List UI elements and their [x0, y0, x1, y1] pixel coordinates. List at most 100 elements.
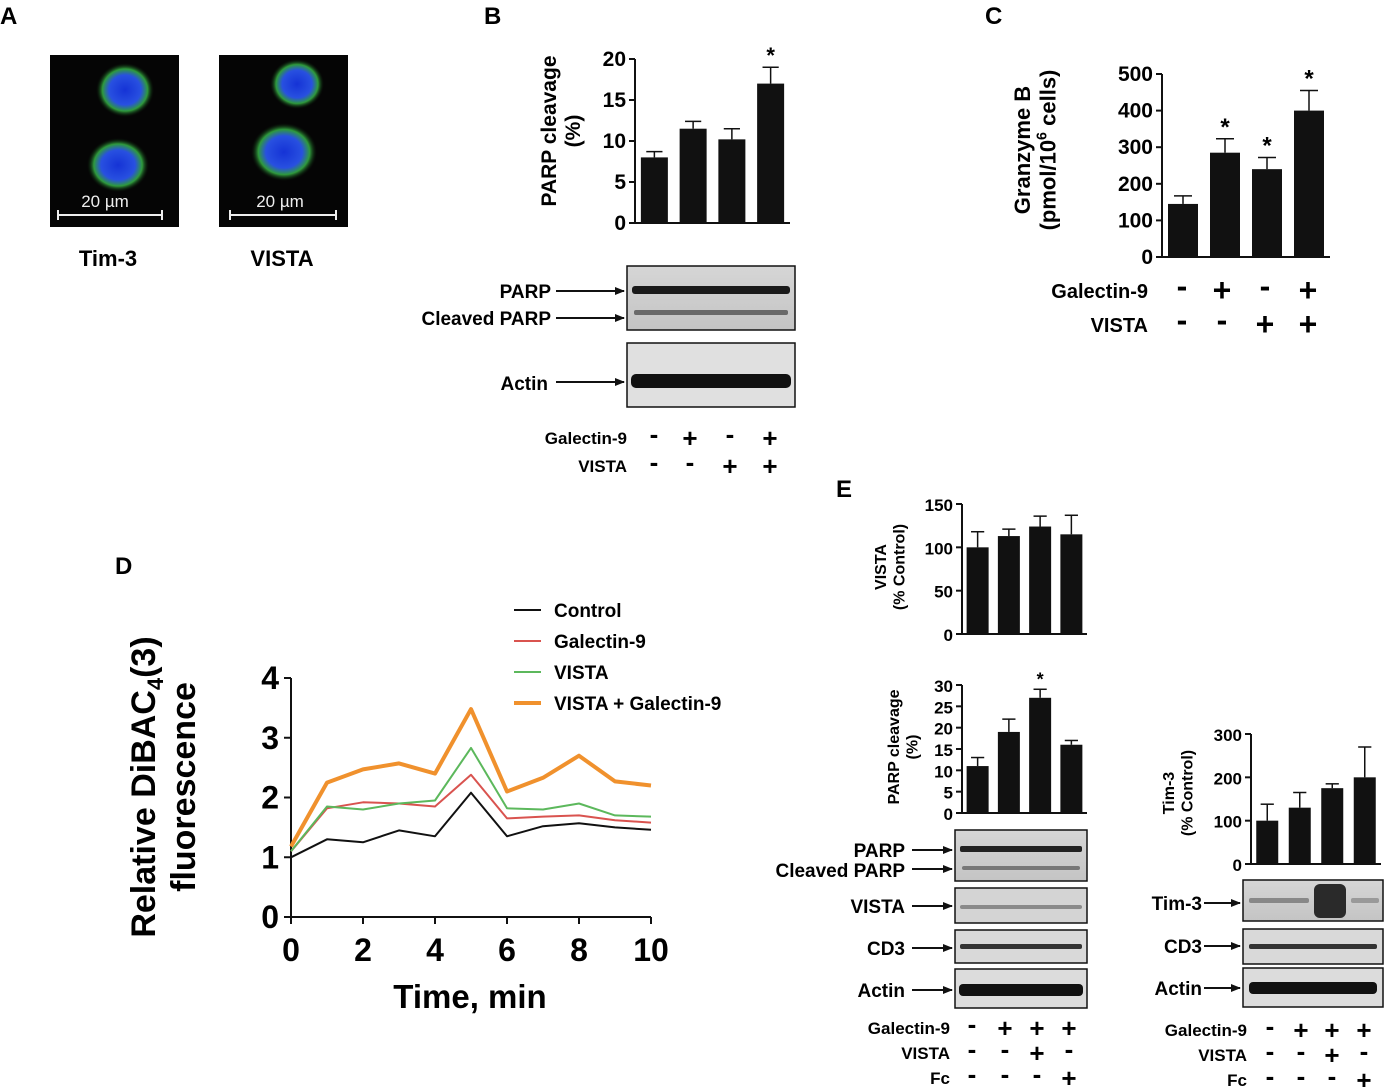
conditions-e-right: Galectin-9- + + +VISTA - - + -Fc - - - +: [1165, 1011, 1372, 1087]
bar: [1060, 534, 1083, 634]
condition-sign: -: [650, 419, 659, 449]
series-line: [290, 773, 652, 852]
bar: [1294, 110, 1324, 257]
bar: [757, 83, 785, 223]
condition-sign: -: [1266, 1036, 1275, 1066]
condition-sign: -: [1328, 1061, 1337, 1087]
band-e-parp: [960, 846, 1082, 852]
condition-sign: +: [1293, 1015, 1308, 1045]
conditions-b: Galectin-9- + - +VISTA - - + +: [545, 419, 778, 481]
condition-sign: -: [1065, 1034, 1074, 1064]
chart-e-tim3: 0 100 200 300 Tim-3(% Control): [1161, 726, 1381, 875]
condition-sign: +: [1029, 1038, 1044, 1068]
legend-label: VISTA + Galectin-9: [554, 694, 721, 715]
chart-d: 0 1 2 3 4 0 2 4 6 8 10 Time, min Relative DiBAC4(3)f…: [125, 601, 721, 1015]
y-axis-label: PARP cleavage(%): [538, 56, 585, 207]
y-tick-label: 4: [261, 660, 279, 696]
bar: [1210, 152, 1240, 257]
condition-sign: -: [1033, 1059, 1042, 1087]
bar: [1060, 744, 1083, 813]
band-e-tim3-high: [1314, 884, 1346, 918]
bar: [1168, 203, 1198, 257]
condition-label: Galectin-9: [868, 1019, 950, 1038]
condition-label: Galectin-9: [1165, 1021, 1247, 1040]
legend-label: Control: [554, 601, 622, 622]
x-tick-label: 2: [354, 932, 372, 968]
band-e-actin: [959, 984, 1083, 996]
band-parp: [632, 286, 790, 294]
condition-sign: +: [1256, 306, 1275, 342]
image-label-vista: VISTA: [250, 246, 313, 271]
image-label-tim3: Tim-3: [79, 246, 137, 271]
significance-star: *: [1037, 669, 1044, 689]
blot-label-cleaved-parp: Cleaved PARP: [421, 309, 551, 330]
condition-label: VISTA: [578, 457, 627, 476]
condition-sign: +: [722, 451, 737, 481]
condition-label: Fc: [1227, 1071, 1247, 1087]
band-e-tim3-fc: [1351, 898, 1379, 903]
y-tick-label: 200: [1214, 769, 1242, 788]
bar: [1321, 788, 1344, 864]
y-tick-label: 150: [925, 496, 953, 515]
panel-letter-b: B: [484, 3, 501, 30]
y-tick-label: 5: [944, 784, 953, 803]
scale-label-tim3: 20 µm: [81, 192, 129, 211]
condition-label: VISTA: [1198, 1046, 1247, 1065]
x-tick-label: 10: [633, 932, 669, 968]
bar: [1353, 777, 1376, 864]
series-line: [289, 707, 652, 848]
condition-sign: +: [1029, 1013, 1044, 1043]
y-axis-label: Tim-3(% Control): [1161, 750, 1196, 836]
x-tick-label: 0: [282, 932, 300, 968]
y-tick-label: 100: [1214, 813, 1242, 832]
bar: [997, 536, 1020, 634]
blot-label-actin: Actin: [501, 374, 549, 395]
condition-sign: -: [726, 419, 735, 449]
x-tick-label: 4: [426, 932, 444, 968]
blot-label-e-parp: PARP: [854, 841, 906, 862]
chart-e-vista: 0 50 100 150 VISTA(% Control): [873, 496, 1087, 645]
bar: [718, 139, 746, 223]
y-tick-label: 2: [261, 780, 279, 816]
y-tick-label: 0: [1233, 856, 1242, 875]
condition-sign: -: [1177, 268, 1188, 304]
conditions-e-left: Galectin-9- + + +VISTA - - + -Fc - - - +: [868, 1009, 1077, 1087]
bar: [1029, 526, 1052, 634]
condition-sign: +: [1061, 1063, 1076, 1087]
panel-letter-e: E: [836, 476, 852, 503]
condition-sign: -: [968, 1034, 977, 1064]
blot-label-e-cd3-right: CD3: [1164, 937, 1202, 958]
blot-label-parp: PARP: [500, 282, 552, 303]
condition-sign: -: [1266, 1061, 1275, 1087]
panel-b: B 0 5 10 15 20 * PARP cleavage(%) PARP Cleaved…: [421, 3, 796, 481]
y-tick-label: 10: [934, 762, 953, 781]
y-tick-label: 1: [261, 839, 279, 875]
y-tick-label: 100: [925, 539, 953, 558]
panel-letter-c: C: [985, 3, 1002, 30]
cell-vista-bottom: [251, 123, 317, 181]
band-cleaved-parp: [634, 310, 788, 315]
y-tick-label: 50: [934, 583, 953, 602]
condition-sign: +: [1299, 272, 1318, 308]
blot-label-e-cleaved-parp: Cleaved PARP: [775, 861, 905, 882]
cell-vista-top: [270, 59, 324, 109]
condition-sign: +: [1061, 1013, 1076, 1043]
x-tick-label: 8: [570, 932, 588, 968]
condition-sign: +: [1356, 1015, 1371, 1045]
y-tick-label: 30: [934, 677, 953, 696]
chart-b: 0 5 10 15 20 * PARP cleavage(%): [538, 43, 790, 235]
bar: [1252, 169, 1282, 257]
conditions-c: Galectin-9- + - +VISTA - - + +: [1051, 268, 1317, 342]
blot-b-parp: [626, 265, 796, 331]
blot-e-parp: [954, 829, 1088, 882]
y-tick-label: 300: [1118, 136, 1153, 159]
condition-sign: +: [1324, 1015, 1339, 1045]
y-tick-label: 0: [261, 899, 279, 935]
condition-sign: +: [762, 451, 777, 481]
x-tick-label: 6: [498, 932, 516, 968]
x-axis-label: Time, min: [393, 978, 546, 1015]
condition-sign: -: [650, 447, 659, 477]
y-tick-label: 15: [934, 741, 953, 760]
blot-label-e-actin: Actin: [858, 981, 906, 1002]
condition-sign: -: [1177, 302, 1188, 338]
